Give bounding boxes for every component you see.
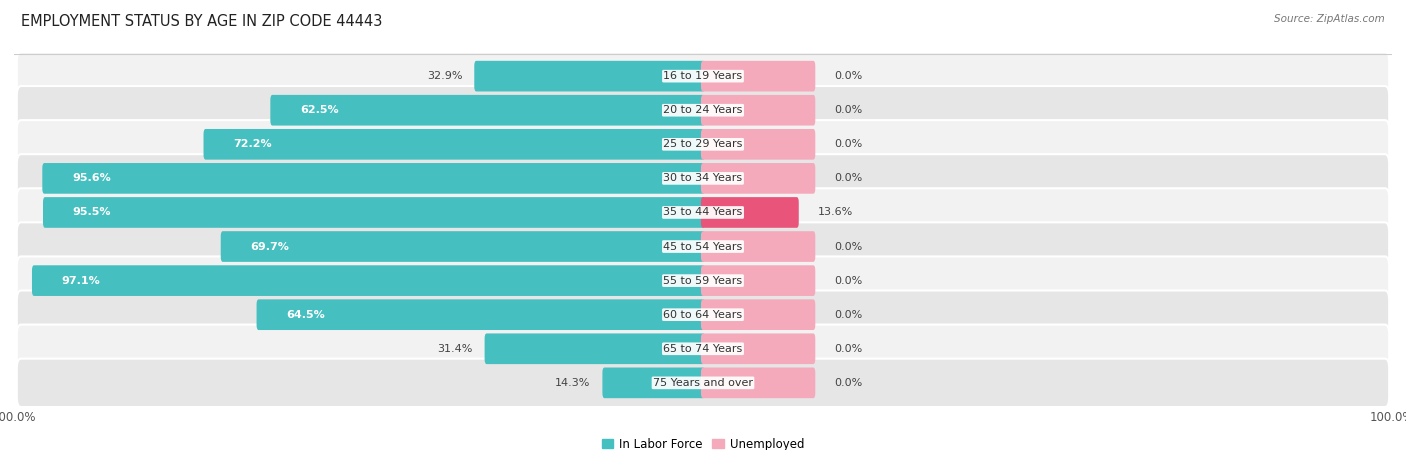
Text: 0.0%: 0.0%: [834, 378, 862, 388]
FancyBboxPatch shape: [702, 61, 815, 91]
FancyBboxPatch shape: [204, 129, 704, 160]
Text: 35 to 44 Years: 35 to 44 Years: [664, 207, 742, 217]
FancyBboxPatch shape: [17, 359, 1389, 407]
FancyBboxPatch shape: [17, 256, 1389, 305]
FancyBboxPatch shape: [702, 299, 815, 330]
FancyBboxPatch shape: [702, 163, 815, 194]
Text: 30 to 34 Years: 30 to 34 Years: [664, 173, 742, 184]
FancyBboxPatch shape: [17, 120, 1389, 168]
FancyBboxPatch shape: [702, 266, 815, 296]
FancyBboxPatch shape: [221, 231, 704, 262]
FancyBboxPatch shape: [270, 95, 704, 126]
Text: 64.5%: 64.5%: [287, 310, 325, 320]
Text: 75 Years and over: 75 Years and over: [652, 378, 754, 388]
FancyBboxPatch shape: [702, 231, 815, 262]
Text: 0.0%: 0.0%: [834, 344, 862, 354]
Text: 25 to 29 Years: 25 to 29 Years: [664, 140, 742, 149]
Text: 0.0%: 0.0%: [834, 71, 862, 81]
Text: 95.6%: 95.6%: [72, 173, 111, 184]
FancyBboxPatch shape: [42, 163, 704, 194]
Legend: In Labor Force, Unemployed: In Labor Force, Unemployed: [598, 433, 808, 450]
FancyBboxPatch shape: [44, 197, 704, 228]
Text: 55 to 59 Years: 55 to 59 Years: [664, 275, 742, 286]
Text: 0.0%: 0.0%: [834, 105, 862, 115]
Text: 14.3%: 14.3%: [555, 378, 591, 388]
Text: 0.0%: 0.0%: [834, 275, 862, 286]
Text: 62.5%: 62.5%: [299, 105, 339, 115]
Text: Source: ZipAtlas.com: Source: ZipAtlas.com: [1274, 14, 1385, 23]
Text: 16 to 19 Years: 16 to 19 Years: [664, 71, 742, 81]
FancyBboxPatch shape: [702, 95, 815, 126]
FancyBboxPatch shape: [32, 266, 704, 296]
FancyBboxPatch shape: [17, 222, 1389, 271]
Text: 69.7%: 69.7%: [250, 242, 290, 252]
Text: 31.4%: 31.4%: [437, 344, 472, 354]
FancyBboxPatch shape: [17, 188, 1389, 237]
Text: 97.1%: 97.1%: [62, 275, 100, 286]
Text: 95.5%: 95.5%: [73, 207, 111, 217]
FancyBboxPatch shape: [485, 333, 704, 364]
FancyBboxPatch shape: [702, 368, 815, 398]
Text: 13.6%: 13.6%: [817, 207, 852, 217]
FancyBboxPatch shape: [17, 324, 1389, 373]
FancyBboxPatch shape: [602, 368, 704, 398]
FancyBboxPatch shape: [256, 299, 704, 330]
FancyBboxPatch shape: [702, 129, 815, 160]
Text: 72.2%: 72.2%: [233, 140, 271, 149]
FancyBboxPatch shape: [17, 291, 1389, 339]
Text: 20 to 24 Years: 20 to 24 Years: [664, 105, 742, 115]
FancyBboxPatch shape: [17, 52, 1389, 100]
Text: 65 to 74 Years: 65 to 74 Years: [664, 344, 742, 354]
Text: 0.0%: 0.0%: [834, 310, 862, 320]
FancyBboxPatch shape: [474, 61, 704, 91]
FancyBboxPatch shape: [702, 333, 815, 364]
Text: EMPLOYMENT STATUS BY AGE IN ZIP CODE 44443: EMPLOYMENT STATUS BY AGE IN ZIP CODE 444…: [21, 14, 382, 28]
FancyBboxPatch shape: [17, 86, 1389, 135]
Text: 0.0%: 0.0%: [834, 242, 862, 252]
Text: 0.0%: 0.0%: [834, 140, 862, 149]
Text: 0.0%: 0.0%: [834, 173, 862, 184]
Text: 60 to 64 Years: 60 to 64 Years: [664, 310, 742, 320]
Text: 32.9%: 32.9%: [427, 71, 463, 81]
Text: 45 to 54 Years: 45 to 54 Years: [664, 242, 742, 252]
FancyBboxPatch shape: [702, 197, 799, 228]
FancyBboxPatch shape: [17, 154, 1389, 202]
